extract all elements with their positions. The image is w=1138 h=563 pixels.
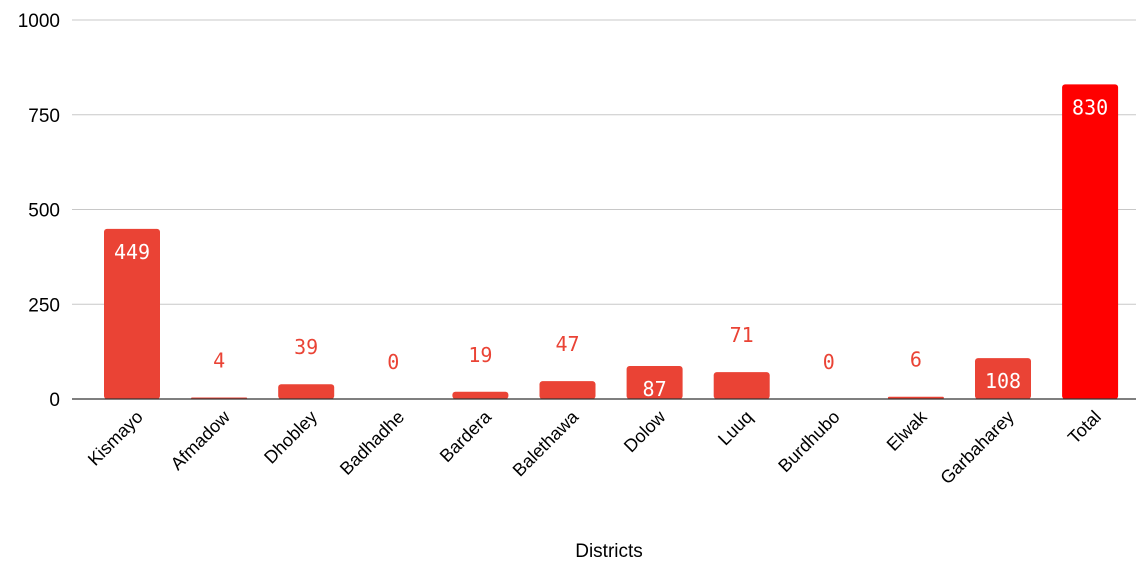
y-tick-label: 1000	[18, 11, 60, 32]
x-tick-label: Kismayo	[84, 407, 147, 470]
bars	[104, 84, 1119, 400]
data-label: 4	[213, 348, 225, 372]
x-axis-ticks: Kismayo Afmadow Dhobley Badhadhe Bardera Bale…	[84, 406, 1105, 488]
data-labels: 449 4 39 0 19 47 87 71 0 6 108 830	[114, 95, 1108, 401]
bar	[1062, 84, 1119, 400]
x-tick-label: Garbaharey	[936, 407, 1017, 488]
data-label: 6	[910, 348, 922, 372]
y-tick-label: 500	[28, 201, 60, 222]
bar	[278, 384, 335, 399]
gridlines	[72, 19, 1136, 305]
bar	[539, 381, 596, 399]
data-label: 0	[823, 350, 835, 374]
data-label: 830	[1072, 95, 1108, 119]
x-tick-label: Total	[1064, 407, 1105, 448]
data-label: 449	[114, 240, 150, 264]
bar	[713, 372, 770, 399]
x-tick-label: Luuq	[714, 407, 756, 449]
x-tick-label: Burdhubo	[774, 407, 843, 476]
bar	[626, 366, 683, 399]
x-tick-label: Dhobley	[260, 407, 321, 468]
x-tick-label: Afmadow	[167, 406, 235, 474]
x-tick-label: Badhadhe	[336, 407, 408, 479]
data-label: 47	[555, 332, 579, 356]
y-tick-label: 750	[28, 106, 60, 127]
y-tick-label: 250	[28, 295, 60, 316]
data-label: 0	[387, 350, 399, 374]
x-tick-label: Dolow	[620, 406, 670, 456]
bar	[104, 228, 160, 399]
data-label: 87	[643, 377, 667, 401]
data-label: 39	[294, 335, 318, 359]
data-label: 71	[730, 323, 754, 347]
y-axis-ticks: 0 250 500 750 1000	[18, 11, 60, 411]
x-tick-label: Elwak	[883, 406, 932, 455]
data-label: 19	[468, 343, 492, 367]
y-tick-label: 0	[49, 390, 60, 411]
x-tick-label: Bardera	[436, 406, 496, 466]
bar	[975, 358, 1031, 399]
data-label: 108	[985, 369, 1021, 393]
bar	[452, 391, 509, 399]
x-axis-title: Districts	[575, 541, 643, 562]
x-tick-label: Balethawa	[509, 406, 583, 480]
